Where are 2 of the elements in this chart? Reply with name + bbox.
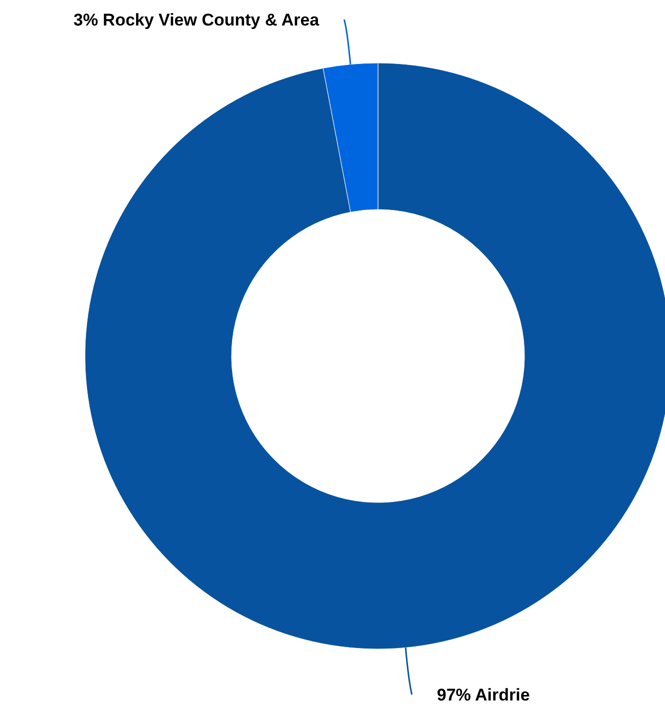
slice-label: 3% Rocky View County & Area <box>73 10 320 30</box>
slice-label: 97% Airdrie <box>436 685 530 704</box>
